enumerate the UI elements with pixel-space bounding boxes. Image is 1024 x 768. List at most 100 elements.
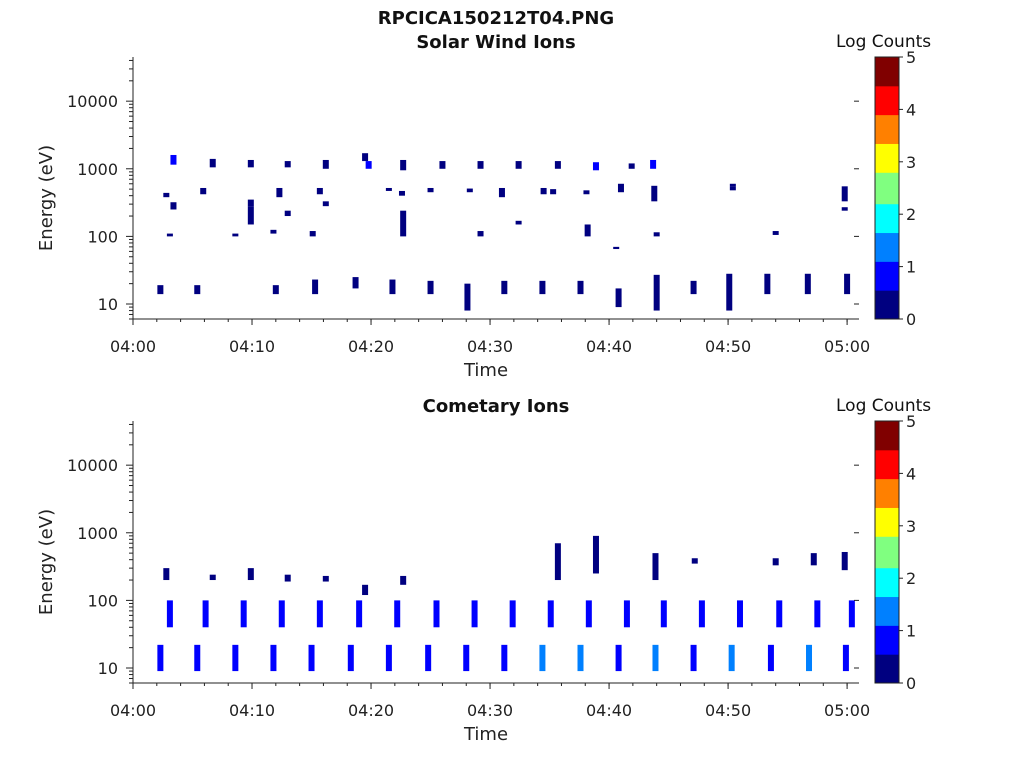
heatmap-cell (577, 644, 584, 672)
colorbar-tick-label: 0 (906, 310, 916, 329)
colorbar-segment (875, 112, 899, 116)
colorbar-segment (875, 677, 899, 681)
heatmap-cell (592, 162, 599, 171)
colorbar-segment (875, 470, 899, 474)
colorbar-tick-label: 4 (906, 464, 916, 483)
x-tick-label: 04:00 (110, 701, 156, 720)
colorbar-segment (875, 449, 899, 453)
colorbar-segment (875, 641, 899, 645)
colorbar-segment (875, 229, 899, 234)
heatmap-cell (690, 644, 697, 672)
heatmap-cell (247, 568, 254, 581)
colorbar-segment (875, 174, 899, 179)
colorbar-segment (875, 172, 899, 176)
colorbar-segment (875, 106, 899, 110)
colorbar-frame (874, 420, 900, 684)
heatmap-cell (767, 644, 774, 672)
colorbar-segment (875, 216, 899, 220)
heatmap-cell (554, 161, 561, 169)
colorbar-segment (875, 622, 899, 626)
colorbar-segment (875, 455, 899, 459)
colorbar-segment (875, 269, 899, 273)
colorbar-segment (875, 423, 899, 427)
colorbar-segment (875, 161, 899, 165)
colorbar-segment (875, 303, 899, 307)
colorbar-segment (875, 132, 899, 137)
x-tick-label: 04:50 (705, 701, 751, 720)
colorbar-segment (875, 211, 899, 215)
heatmap-cell (764, 273, 771, 295)
heatmap-cell (841, 186, 848, 202)
colorbar-tick-label: 3 (906, 153, 916, 172)
heatmap-cell (772, 558, 779, 566)
heatmap-cell (194, 285, 201, 295)
colorbar-segment (875, 222, 899, 226)
colorbar-segment (875, 208, 899, 213)
heatmap-cell (400, 159, 407, 171)
heatmap-cell (209, 158, 216, 168)
colorbar-segment (875, 515, 899, 519)
heatmap-cell (322, 159, 329, 169)
heatmap-cell (362, 584, 369, 596)
heatmap-cell (841, 551, 848, 571)
colorbar-segment (875, 292, 899, 296)
colorbar-segment (875, 164, 899, 168)
x-tick-label: 04:40 (586, 701, 632, 720)
heatmap-cell (651, 185, 658, 202)
colorbar-segment (875, 421, 899, 425)
colorbar-segment (875, 478, 899, 482)
colorbar-segment (875, 96, 899, 100)
y-tick-label: 10000 (67, 456, 118, 475)
heatmap-cell (628, 163, 635, 169)
colorbar-segment (875, 258, 899, 262)
colorbar-segment (875, 109, 899, 113)
y-tick-label: 10 (98, 295, 118, 314)
heatmap-cell (698, 600, 705, 628)
x-tick-label: 04:50 (705, 337, 751, 356)
colorbar-segment (875, 630, 899, 634)
heatmap-cell (312, 279, 319, 295)
colorbar-segment (875, 185, 899, 189)
colorbar-segment (875, 476, 899, 480)
colorbar-segment (875, 151, 899, 155)
colorbar-tick-label: 2 (906, 569, 916, 588)
colorbar-segment (875, 481, 899, 485)
heatmap-cell (509, 600, 516, 628)
heatmap-cell (623, 600, 630, 628)
colorbar-segment (875, 596, 899, 600)
x-tick-label: 04:10 (229, 701, 275, 720)
colorbar-segment (875, 591, 899, 595)
colorbar-segment (875, 190, 899, 194)
colorbar-tick-label: 5 (906, 412, 916, 431)
colorbar-segment (875, 266, 899, 270)
heatmap-cell (194, 644, 201, 672)
colorbar-segment (875, 125, 899, 129)
heatmap-cell (652, 553, 659, 581)
colorbar-segment (875, 483, 899, 487)
colorbar-tick-label: 1 (906, 258, 916, 277)
heatmap-cell (583, 190, 590, 195)
colorbar-segment (875, 465, 899, 469)
heatmap-cell (652, 644, 659, 672)
colorbar-segment (875, 494, 899, 498)
colorbar-segment (875, 604, 899, 608)
colorbar-segment (875, 119, 899, 123)
colorbar-segment (875, 554, 899, 558)
colorbar-segment (875, 441, 899, 446)
y-axis-label: Energy (eV) (36, 145, 57, 251)
colorbar-segment (875, 428, 899, 432)
heatmap-cell (356, 600, 363, 628)
x-tick-label: 04:10 (229, 337, 275, 356)
colorbar-segment (875, 512, 899, 516)
heatmap-cell (554, 543, 561, 581)
y-tick-label: 1000 (77, 160, 118, 179)
colorbar-segment (875, 203, 899, 207)
heatmap-cell (584, 224, 591, 237)
colorbar-segment (875, 224, 899, 228)
colorbar-segment (875, 138, 899, 142)
colorbar-tick-label: 0 (906, 674, 916, 693)
heatmap-cell (841, 207, 848, 211)
colorbar-segment (875, 664, 899, 668)
heatmap-cell (202, 600, 209, 628)
colorbar-segment (875, 159, 899, 163)
